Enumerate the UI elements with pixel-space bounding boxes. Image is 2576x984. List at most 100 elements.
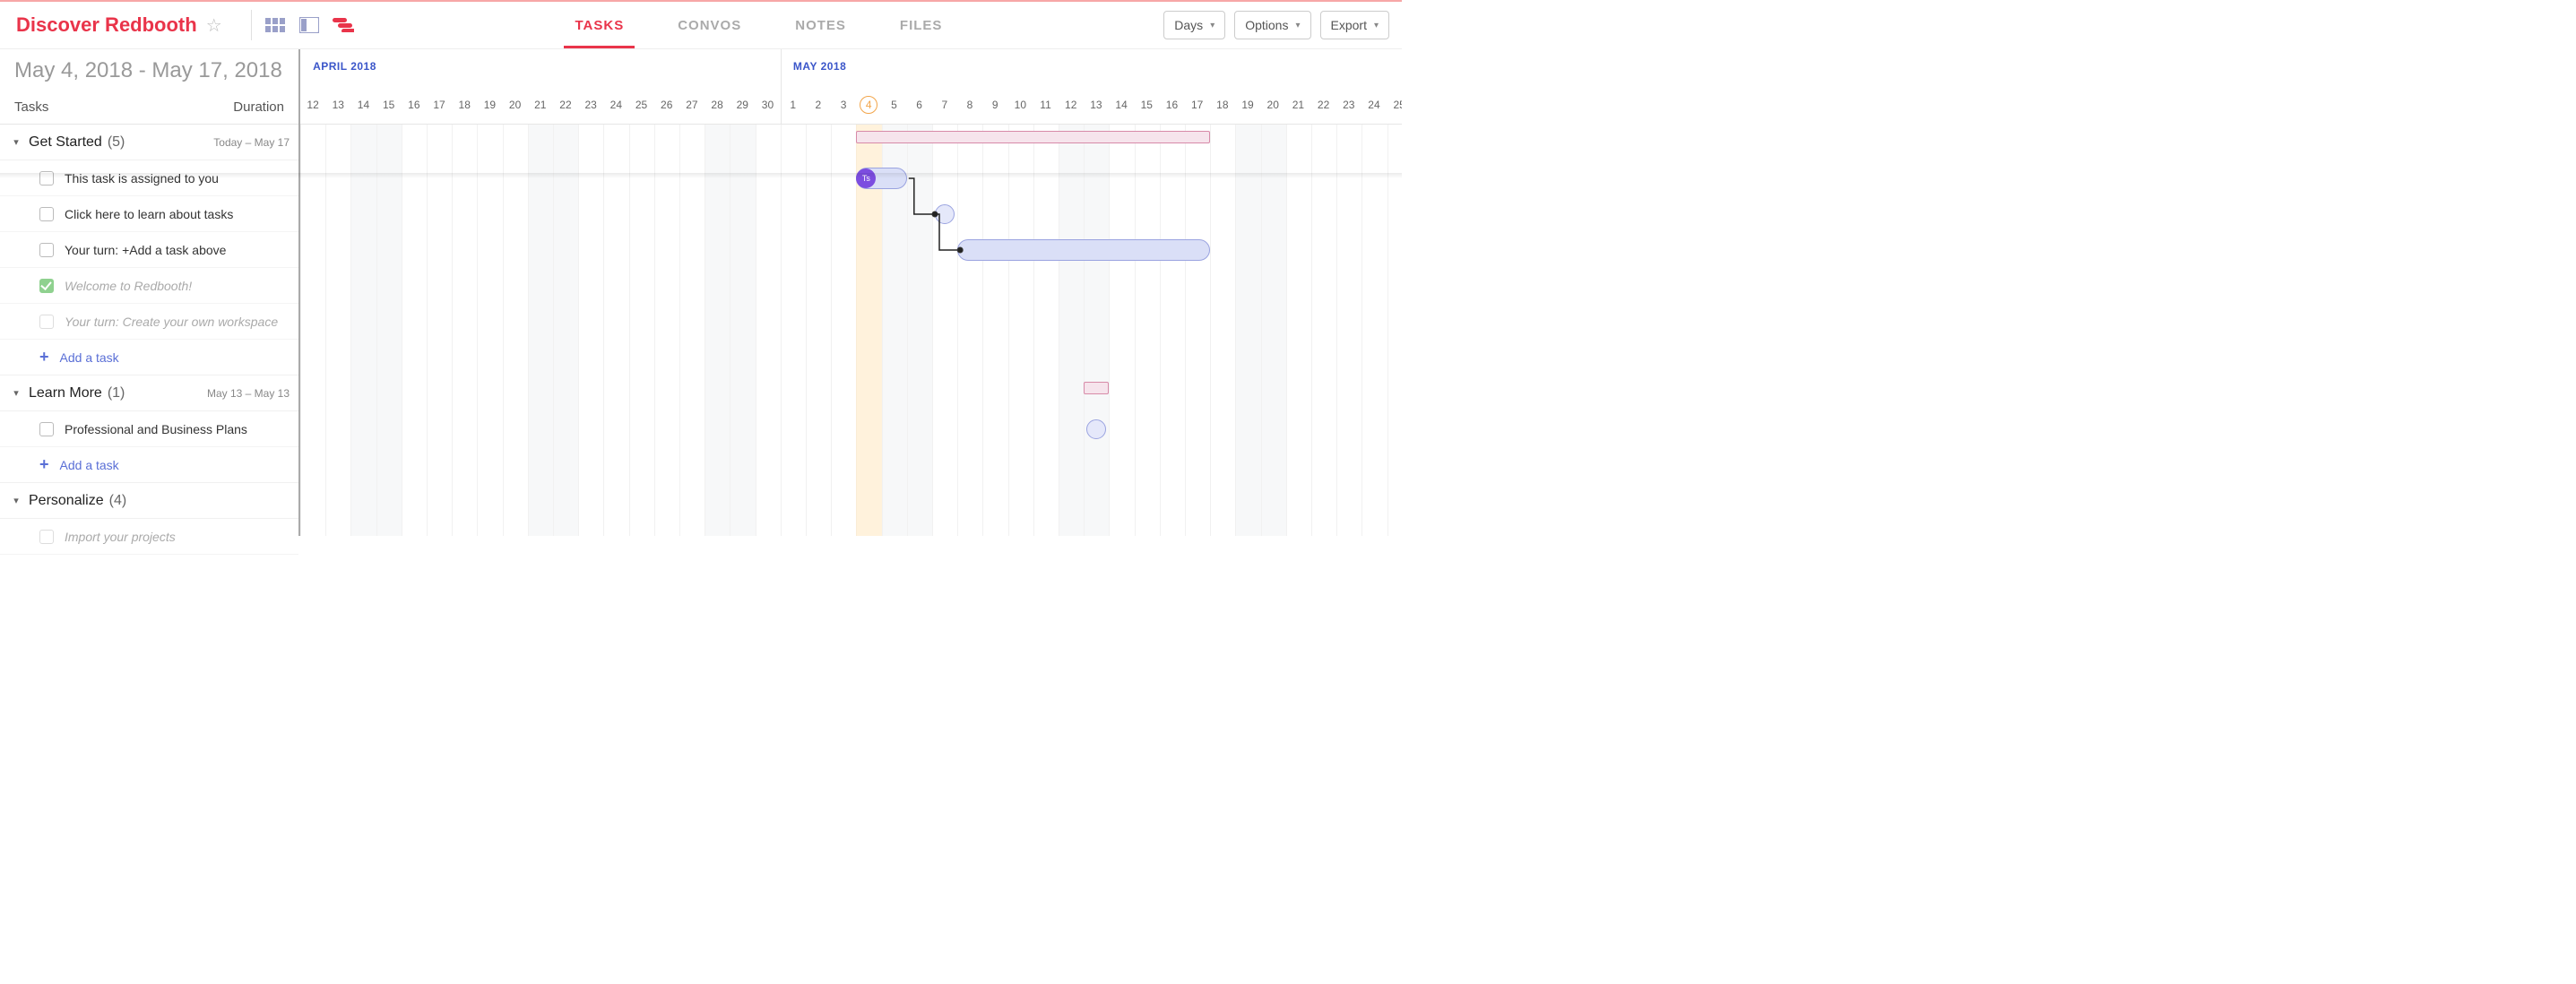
task-label: Click here to learn about tasks [65, 207, 233, 221]
group-count: (4) [109, 493, 127, 509]
day-header[interactable]: 19 [477, 85, 502, 125]
day-header[interactable]: 10 [1007, 85, 1033, 125]
day-header[interactable]: 3 [831, 85, 856, 125]
milestone-node[interactable] [935, 204, 955, 224]
task-row[interactable]: Your turn: +Add a task above [0, 232, 298, 268]
task-row[interactable]: Import your projects [0, 519, 298, 555]
group-title: Get Started [29, 134, 102, 151]
day-header[interactable]: 15 [376, 85, 402, 125]
day-header[interactable]: 16 [402, 85, 427, 125]
group-bar[interactable] [1084, 382, 1109, 394]
plus-icon: + [39, 455, 49, 474]
task-row[interactable]: Click here to learn about tasks [0, 196, 298, 232]
day-header[interactable]: 19 [1235, 85, 1260, 125]
tab-notes[interactable]: NOTES [795, 2, 846, 48]
day-header[interactable]: 28 [705, 85, 730, 125]
tab-files[interactable]: FILES [900, 2, 943, 48]
task-label: This task is assigned to you [65, 171, 219, 186]
day-header[interactable]: 20 [503, 85, 528, 125]
day-header[interactable]: 13 [325, 85, 350, 125]
checkbox[interactable] [39, 207, 54, 221]
day-header[interactable]: 8 [957, 85, 982, 125]
task-bar[interactable] [957, 239, 1210, 261]
checkbox[interactable] [39, 315, 54, 329]
group-header[interactable]: ▾ Learn More (1) May 13 – May 13 [0, 375, 298, 411]
day-header[interactable]: 21 [1285, 85, 1310, 125]
task-row[interactable]: Welcome to Redbooth! [0, 268, 298, 304]
day-header[interactable]: 16 [1159, 85, 1184, 125]
day-header[interactable]: 15 [1134, 85, 1159, 125]
checkbox[interactable] [39, 171, 54, 186]
timeline-view-icon[interactable] [333, 16, 354, 34]
add-task-row[interactable]: + Add a task [0, 447, 298, 483]
chevron-down-icon: ▾ [9, 136, 23, 148]
task-label: Your turn: Create your own workspace [65, 315, 278, 329]
day-header[interactable]: 21 [528, 85, 553, 125]
day-header[interactable]: 24 [603, 85, 628, 125]
project-title[interactable]: Discover Redbooth [16, 13, 197, 37]
day-header[interactable]: 23 [578, 85, 603, 125]
export-select[interactable]: Export▾ [1320, 11, 1390, 39]
split-view-icon[interactable] [298, 16, 320, 34]
task-row[interactable]: Professional and Business Plans [0, 411, 298, 447]
task-label: Your turn: +Add a task above [65, 243, 226, 257]
timeline-pane[interactable]: APRIL 2018MAY 2018 121314151617181920212… [300, 49, 1402, 536]
day-header[interactable]: 23 [1336, 85, 1361, 125]
tab-convos[interactable]: CONVOS [678, 2, 741, 48]
day-header[interactable]: 30 [755, 85, 780, 125]
star-icon[interactable]: ☆ [206, 14, 222, 37]
group-header[interactable]: ▾ Get Started (5) Today – May 17 [0, 125, 298, 160]
day-header[interactable]: 27 [679, 85, 705, 125]
day-header[interactable]: 17 [427, 85, 452, 125]
group-bar[interactable] [856, 131, 1210, 143]
day-header[interactable]: 9 [982, 85, 1007, 125]
day-header[interactable]: 18 [452, 85, 477, 125]
day-header[interactable]: 22 [1311, 85, 1336, 125]
main-tabs: TASKS CONVOS NOTES FILES [354, 2, 1164, 48]
day-header[interactable]: 1 [781, 85, 806, 125]
day-header[interactable]: 6 [907, 85, 932, 125]
group-count: (1) [108, 385, 125, 401]
day-header[interactable]: 5 [881, 85, 906, 125]
col-duration: Duration [233, 99, 284, 115]
add-task-row[interactable]: +Add a task [0, 340, 298, 375]
day-header[interactable]: 25 [628, 85, 653, 125]
checkbox[interactable] [39, 530, 54, 544]
group-count: (5) [108, 134, 125, 151]
day-header[interactable]: 11 [1033, 85, 1058, 125]
options-select[interactable]: Options▾ [1234, 11, 1310, 39]
day-header[interactable]: 24 [1361, 85, 1387, 125]
zoom-label: Days [1174, 18, 1203, 32]
day-header[interactable]: 25 [1387, 85, 1402, 125]
day-header[interactable]: 13 [1084, 85, 1109, 125]
checkbox[interactable] [39, 279, 54, 293]
date-range: May 4, 2018 - May 17, 2018 [14, 58, 284, 83]
separator [251, 10, 252, 40]
options-label: Options [1245, 18, 1288, 32]
day-header[interactable]: 12 [300, 85, 325, 125]
group-header[interactable]: ▾ Personalize (4) [0, 483, 298, 519]
day-header[interactable]: 7 [932, 85, 957, 125]
day-header[interactable]: 26 [654, 85, 679, 125]
zoom-select[interactable]: Days▾ [1163, 11, 1225, 39]
tab-tasks[interactable]: TASKS [575, 2, 624, 48]
day-header[interactable]: 29 [730, 85, 755, 125]
day-header[interactable]: 17 [1185, 85, 1210, 125]
checkbox[interactable] [39, 422, 54, 436]
task-row[interactable]: This task is assigned to you [0, 160, 298, 196]
add-task-label: Add a task [60, 458, 119, 472]
day-header[interactable]: 14 [1109, 85, 1134, 125]
task-label: Professional and Business Plans [65, 422, 247, 436]
task-list-pane: May 4, 2018 - May 17, 2018 Tasks Duratio… [0, 49, 300, 536]
day-header[interactable]: 14 [350, 85, 376, 125]
board-view-icon[interactable] [264, 16, 286, 34]
milestone-node[interactable] [1086, 419, 1106, 439]
day-header[interactable]: 22 [553, 85, 578, 125]
day-header[interactable]: 12 [1059, 85, 1084, 125]
day-header[interactable]: 4 [856, 85, 881, 125]
day-header[interactable]: 20 [1260, 85, 1285, 125]
day-header[interactable]: 18 [1210, 85, 1235, 125]
task-row[interactable]: Your turn: Create your own workspace [0, 304, 298, 340]
day-header[interactable]: 2 [806, 85, 831, 125]
checkbox[interactable] [39, 243, 54, 257]
